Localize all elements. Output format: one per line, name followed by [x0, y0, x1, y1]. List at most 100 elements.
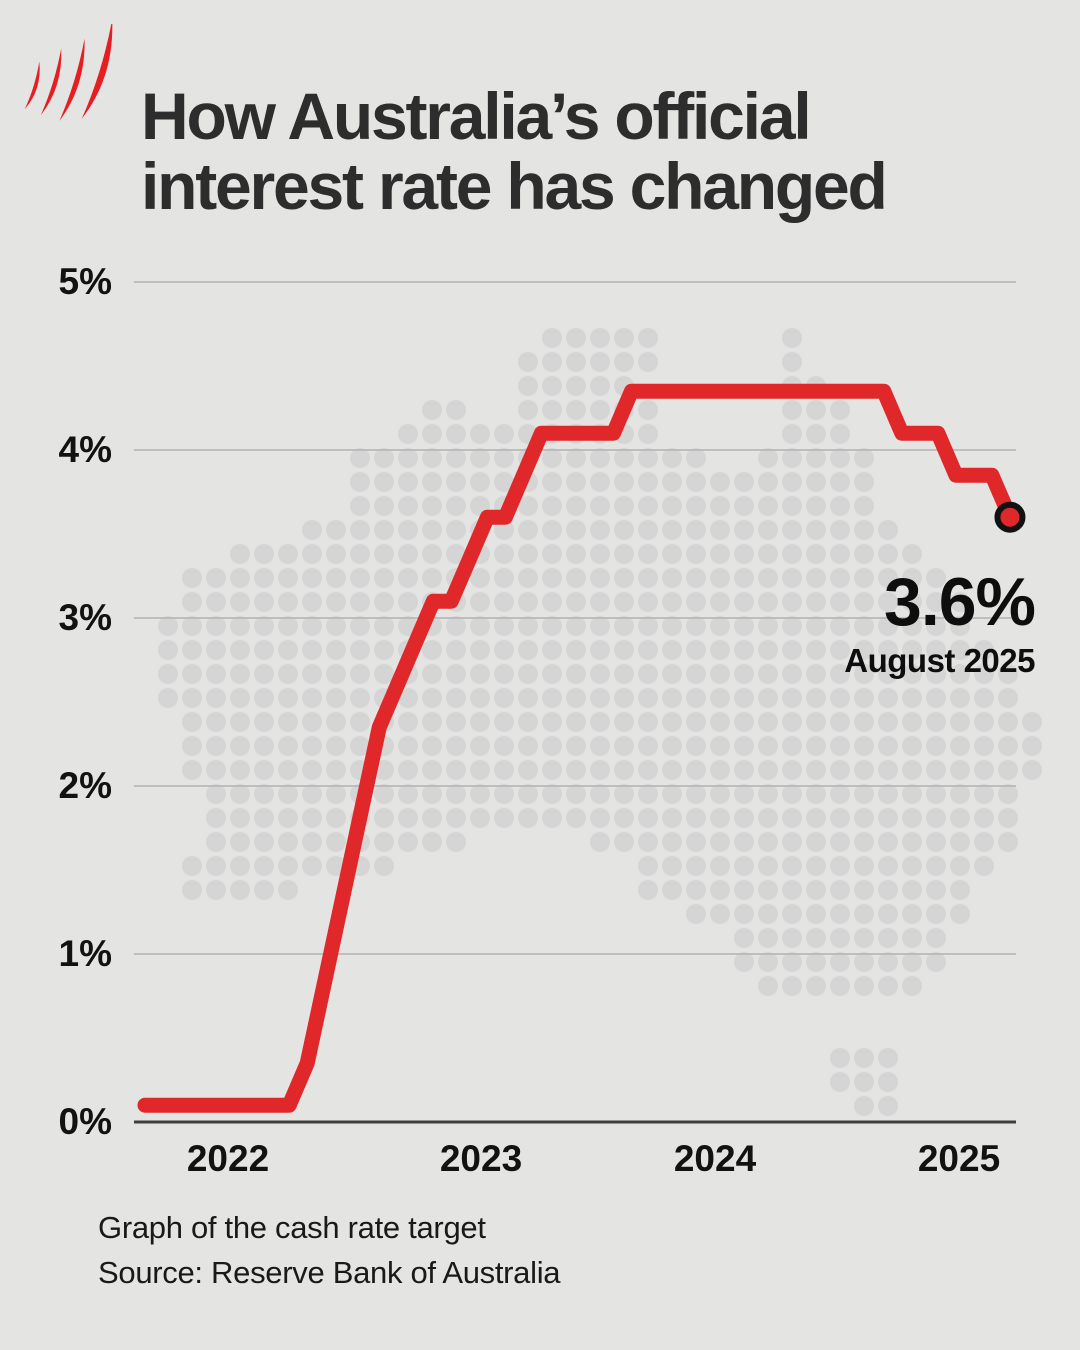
- map-dot: [998, 664, 1018, 684]
- map-dot: [854, 904, 874, 924]
- map-dot: [518, 520, 538, 540]
- map-dot: [662, 640, 682, 660]
- logo-flame-petal: [40, 48, 62, 116]
- map-dot: [662, 496, 682, 516]
- map-dot: [398, 472, 418, 492]
- map-dot: [470, 808, 490, 828]
- map-dot: [158, 664, 178, 684]
- map-dot: [830, 712, 850, 732]
- map-dot: [230, 856, 250, 876]
- map-dot: [686, 880, 706, 900]
- map-dot: [446, 784, 466, 804]
- map-dot: [806, 472, 826, 492]
- map-dot: [158, 640, 178, 660]
- map-dot: [326, 664, 346, 684]
- map-dot: [590, 400, 610, 420]
- map-dot: [758, 592, 778, 612]
- map-dot: [494, 736, 514, 756]
- map-dot: [902, 856, 922, 876]
- map-dot: [326, 568, 346, 588]
- map-dot: [782, 496, 802, 516]
- map-dot: [758, 760, 778, 780]
- map-dot: [182, 592, 202, 612]
- map-dot: [350, 544, 370, 564]
- map-dot: [878, 544, 898, 564]
- map-dot: [734, 592, 754, 612]
- map-dot: [830, 400, 850, 420]
- map-dot: [662, 736, 682, 756]
- map-dot: [758, 520, 778, 540]
- map-dot: [542, 760, 562, 780]
- map-dot: [590, 664, 610, 684]
- map-dot: [686, 688, 706, 708]
- map-dot: [734, 808, 754, 828]
- map-dot: [614, 760, 634, 780]
- map-dot: [182, 616, 202, 636]
- map-dot: [854, 976, 874, 996]
- map-dot: [302, 736, 322, 756]
- map-dot: [446, 736, 466, 756]
- map-dot: [638, 520, 658, 540]
- map-dot: [638, 712, 658, 732]
- map-dot: [686, 520, 706, 540]
- map-dot: [854, 1096, 874, 1116]
- map-dot: [830, 688, 850, 708]
- map-dot: [446, 640, 466, 660]
- map-dot: [902, 664, 922, 684]
- map-dot: [902, 880, 922, 900]
- map-dot: [806, 736, 826, 756]
- map-dot: [206, 568, 226, 588]
- map-dot: [446, 520, 466, 540]
- map-dot: [590, 568, 610, 588]
- map-dot: [566, 760, 586, 780]
- map-dot: [638, 832, 658, 852]
- map-dot: [254, 688, 274, 708]
- map-dot: [734, 952, 754, 972]
- map-dot: [638, 664, 658, 684]
- map-dot: [830, 952, 850, 972]
- map-dot: [278, 544, 298, 564]
- map-dot: [614, 520, 634, 540]
- map-dot: [710, 808, 730, 828]
- map-dot: [494, 448, 514, 468]
- map-dot: [398, 736, 418, 756]
- map-dot: [782, 664, 802, 684]
- map-dot: [542, 808, 562, 828]
- map-dot: [566, 544, 586, 564]
- map-dot: [182, 712, 202, 732]
- map-dot: [806, 712, 826, 732]
- map-dot: [854, 736, 874, 756]
- map-dot: [494, 472, 514, 492]
- map-dot: [854, 712, 874, 732]
- map-dot: [710, 856, 730, 876]
- map-dot: [806, 976, 826, 996]
- map-dot: [902, 784, 922, 804]
- map-dot: [710, 496, 730, 516]
- map-dot: [254, 856, 274, 876]
- map-dot: [782, 976, 802, 996]
- map-dot: [950, 832, 970, 852]
- map-dot: [806, 880, 826, 900]
- map-dot: [590, 352, 610, 372]
- map-dot: [638, 496, 658, 516]
- map-dot: [446, 808, 466, 828]
- map-dot: [206, 760, 226, 780]
- map-dot: [830, 832, 850, 852]
- map-dot: [590, 760, 610, 780]
- map-dot: [998, 832, 1018, 852]
- map-dot: [686, 472, 706, 492]
- map-dot: [902, 568, 922, 588]
- map-dot: [542, 352, 562, 372]
- map-dot: [494, 592, 514, 612]
- map-dot: [470, 784, 490, 804]
- map-dot: [758, 640, 778, 660]
- map-dot: [374, 544, 394, 564]
- map-dot: [350, 592, 370, 612]
- map-dot: [950, 688, 970, 708]
- map-dot: [782, 928, 802, 948]
- map-dot: [542, 472, 562, 492]
- map-dot: [806, 928, 826, 948]
- map-dot: [638, 688, 658, 708]
- map-dot: [998, 808, 1018, 828]
